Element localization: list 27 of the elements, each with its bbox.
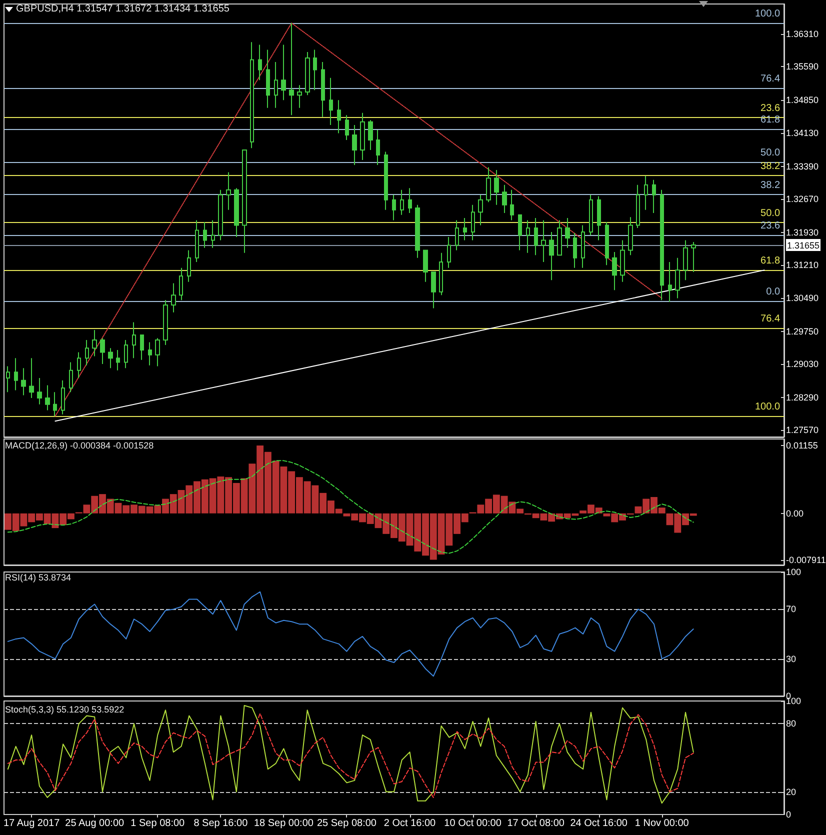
y-tick-label: 0.01155 [786, 440, 818, 451]
x-tick-label: 25 Sep 08:00 [316, 818, 377, 829]
line-series [7, 591, 694, 677]
y-tick-label: 100 [786, 567, 802, 577]
y-tick-label: 20 [786, 786, 796, 797]
x-tick-label: 18 Sep 00:00 [254, 818, 314, 829]
candlestick [6, 366, 10, 393]
x-tick-label: 17 Aug 2017 [3, 818, 60, 829]
chart-title: Stoch(5,3,3) 55.1230 53.5922 [5, 704, 124, 714]
y-tick-label: 30 [786, 654, 796, 664]
y-tick-label: 0 [786, 810, 792, 820]
chart-title: RSI(14) 53.8734 [5, 572, 72, 582]
x-tick-label: 17 Oct 08:00 [507, 818, 565, 829]
x-tick-label: 1 Sep 08:00 [130, 818, 186, 829]
y-tick-label: 70 [786, 604, 796, 614]
x-tick-label: 25 Aug 00:00 [65, 818, 125, 829]
y-tick-label: -0.007911 [786, 554, 826, 565]
chart-title: MACD(12,26,9) -0.000384 -0.001528 [5, 440, 154, 450]
x-tick-label: 24 Oct 16:00 [570, 818, 628, 829]
x-tick-label: 2 Oct 16:00 [384, 818, 436, 829]
y-tick-label: 0.00 [786, 508, 804, 518]
y-tick-label: 100 [786, 696, 802, 706]
x-tick-label: 10 Oct 00:00 [444, 818, 502, 829]
x-tick-label: 1 Nov 00:00 [634, 818, 690, 829]
x-tick-label: 8 Sep 16:00 [194, 818, 248, 829]
line-series [7, 460, 694, 554]
y-tick-label: 80 [786, 718, 796, 729]
